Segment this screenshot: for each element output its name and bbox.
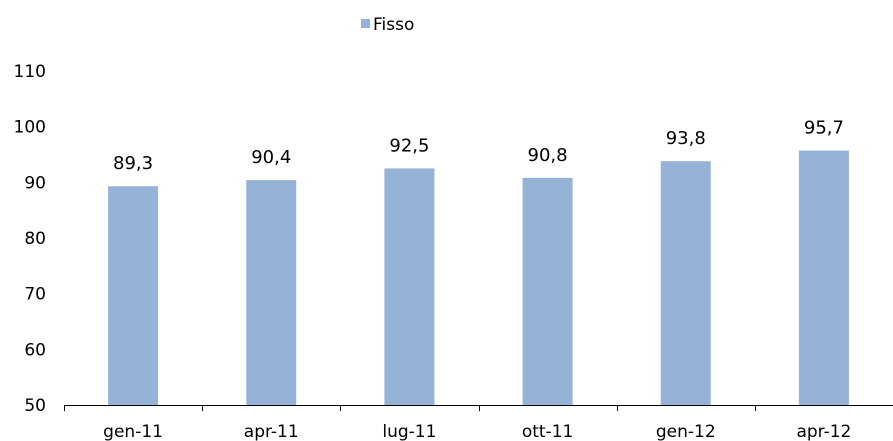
y-tick-label-80: 80 — [24, 229, 46, 249]
y-tick-label-70: 70 — [24, 285, 46, 305]
data-labels: 89,3 90,4 92,5 90,8 93,8 95,7 — [113, 118, 844, 175]
x-axis-tick-labels: gen-11 apr-11 lug-11 ott-11 gen-12 apr-12 — [103, 422, 851, 441]
y-tick-label-90: 90 — [24, 173, 46, 193]
y-tick-label-60: 60 — [24, 340, 46, 360]
x-tick-label-gen-12: gen-12 — [656, 422, 716, 441]
bar-series-fisso — [108, 150, 849, 405]
x-axis — [64, 405, 893, 411]
y-tick-label-100: 100 — [14, 118, 46, 138]
x-tick-label-apr-11: apr-11 — [244, 422, 299, 441]
bar-ott-11 — [522, 177, 573, 405]
y-tick-label-110: 110 — [14, 62, 46, 82]
bar-lug-11 — [384, 168, 435, 405]
legend-label-fisso: Fisso — [373, 15, 414, 35]
bar-gen-11 — [108, 186, 159, 405]
legend-swatch-fisso — [361, 19, 370, 28]
bar-apr-11 — [246, 180, 297, 405]
x-tick-label-apr-12: apr-12 — [796, 422, 851, 441]
data-label-gen-12: 93,8 — [666, 128, 706, 149]
data-label-gen-11: 89,3 — [113, 153, 153, 174]
data-label-lug-11: 92,5 — [389, 135, 429, 156]
bar-gen-12 — [660, 161, 711, 405]
x-tick-label-ott-11: ott-11 — [522, 422, 574, 441]
data-label-apr-12: 95,7 — [804, 118, 844, 139]
legend: Fisso — [361, 15, 414, 35]
y-tick-label-50: 50 — [24, 396, 46, 416]
x-tick-label-gen-11: gen-11 — [103, 422, 163, 441]
bar-apr-12 — [798, 150, 849, 405]
data-label-apr-11: 90,4 — [251, 147, 291, 168]
y-axis-tick-labels: 50 60 70 80 90 100 110 — [14, 62, 46, 416]
data-label-ott-11: 90,8 — [528, 145, 568, 166]
x-tick-label-lug-11: lug-11 — [382, 422, 436, 441]
